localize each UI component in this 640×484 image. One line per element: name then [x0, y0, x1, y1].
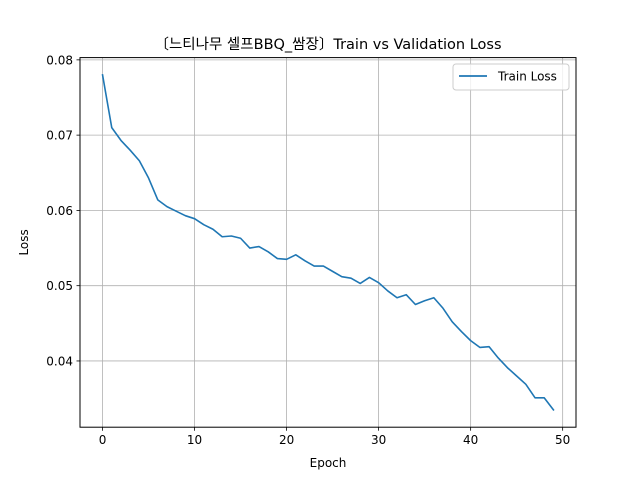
x-axis: 0 10 20 30 40 50	[99, 427, 570, 447]
series-layer	[101, 73, 555, 412]
y-tick-label: 0.08	[46, 53, 73, 67]
y-tick-label: 0.06	[46, 204, 73, 218]
y-axis: 0.04 0.05 0.06 0.07 0.08	[46, 53, 80, 368]
x-tick-label: 10	[187, 433, 202, 447]
x-axis-label: Epoch	[310, 456, 347, 470]
plot-frame	[79, 57, 577, 428]
y-axis-label: Loss	[17, 229, 31, 255]
grid-layer	[80, 57, 576, 428]
x-tick-label: 30	[371, 433, 386, 447]
x-tick-label: 40	[463, 433, 478, 447]
x-tick-label: 50	[555, 433, 570, 447]
chart-title: 〔느티나무 셀프BBQ_쌈장〕Train vs Validation Loss	[154, 36, 501, 53]
legend-box	[452, 63, 570, 91]
legend-label: Train Loss	[497, 70, 557, 84]
x-tick-label: 20	[279, 433, 294, 447]
legend: Train Loss	[452, 63, 570, 91]
series-line-train-loss	[101, 73, 555, 412]
y-tick-label: 0.04	[46, 354, 73, 368]
y-tick-label: 0.07	[46, 129, 73, 143]
y-tick-label: 0.05	[46, 279, 73, 293]
x-tick-label: 0	[99, 433, 107, 447]
